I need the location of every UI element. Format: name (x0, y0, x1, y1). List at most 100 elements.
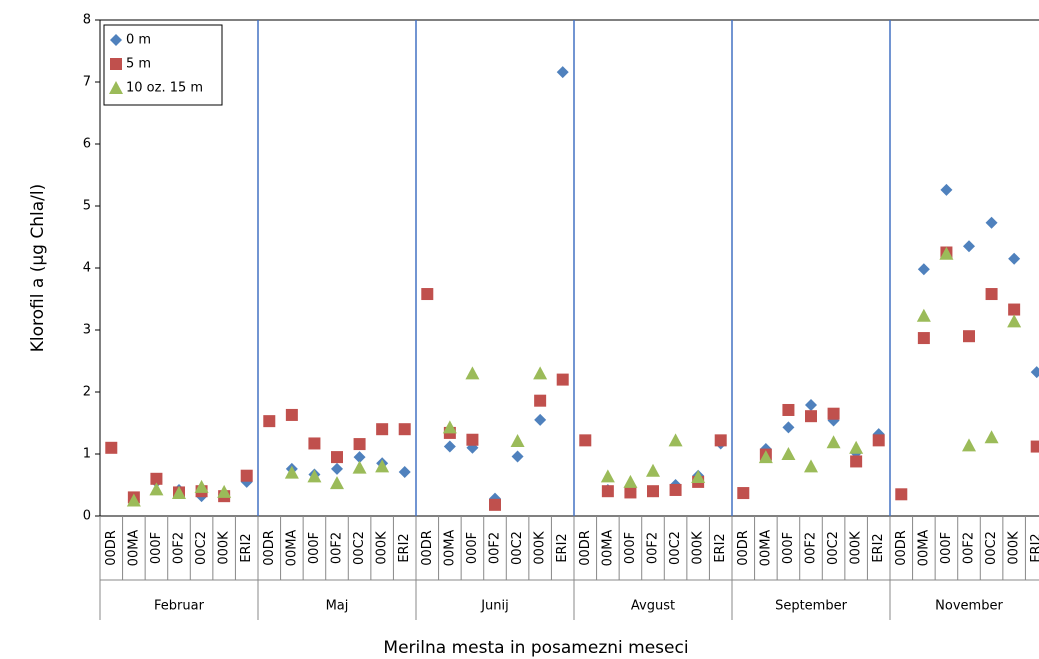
x-tick-label: 000K (849, 531, 864, 565)
marker-square (105, 441, 118, 454)
x-tick-label: 000K (1007, 531, 1022, 565)
marker-triangle (646, 463, 660, 477)
marker-square (110, 58, 122, 70)
marker-triangle (330, 476, 344, 490)
marker-triangle (284, 465, 299, 479)
x-tick-label: 00DR (420, 530, 435, 566)
marker-triangle (533, 366, 548, 380)
marker-diamond (398, 465, 411, 478)
marker-triangle (984, 430, 999, 444)
marker-triangle (307, 469, 322, 483)
x-tick-label: 000F (939, 532, 954, 564)
x-tick-label: 00DR (578, 530, 593, 566)
y-tick-label: 1 (83, 447, 91, 462)
x-tick-label: 00MA (126, 530, 141, 567)
y-tick-label: 3 (83, 323, 91, 338)
y-tick-label: 2 (83, 385, 91, 400)
marker-triangle (939, 246, 954, 260)
x-tick-label: 00MA (600, 530, 615, 567)
marker-square (805, 410, 817, 423)
marker-triangle (668, 433, 683, 447)
marker-square (827, 407, 840, 420)
legend-box (103, 24, 223, 106)
marker-diamond (331, 462, 343, 475)
marker-triangle (962, 438, 976, 452)
marker-square (963, 330, 975, 343)
marker-triangle (109, 81, 123, 94)
x-tick-label: 00MA (758, 530, 773, 567)
x-tick-label: ERI2 (1029, 533, 1039, 562)
x-tick-label: 00F2 (172, 532, 187, 564)
x-tick-label: 000K (217, 531, 232, 565)
group-label: Februar (154, 599, 205, 614)
marker-triangle (194, 479, 209, 493)
marker-triangle (172, 486, 186, 500)
x-tick-label: 00C2 (826, 531, 841, 565)
marker-triangle (781, 447, 796, 460)
group-label: Maj (326, 599, 349, 614)
marker-square (782, 403, 795, 416)
marker-diamond (534, 413, 547, 426)
marker-square (489, 498, 501, 511)
x-tick-label: 000K (533, 531, 548, 565)
x-tick-label: 00DR (104, 530, 119, 566)
x-tick-label: 00MA (916, 530, 931, 567)
x-tick-label: ERI2 (239, 533, 254, 562)
x-tick-label: ERI2 (713, 533, 728, 562)
marker-triangle (600, 469, 615, 483)
x-tick-label: 000F (307, 532, 322, 564)
group-label: September (775, 599, 848, 614)
group-label: Junij (480, 599, 509, 614)
marker-square (285, 408, 298, 421)
marker-diamond (353, 451, 366, 464)
marker-diamond (110, 34, 122, 46)
x-tick-label: ERI2 (555, 533, 570, 562)
marker-diamond (511, 450, 524, 463)
marker-diamond (805, 399, 817, 412)
marker-square (714, 434, 727, 447)
marker-triangle (691, 469, 706, 483)
marker-triangle (758, 450, 773, 464)
marker-diamond (1030, 366, 1039, 379)
marker-square (398, 423, 411, 436)
marker-square (579, 434, 592, 447)
x-tick-label: 00DR (894, 530, 909, 566)
marker-square (872, 434, 885, 447)
x-tick-label: 00C2 (352, 531, 367, 565)
marker-square (895, 488, 908, 501)
marker-diamond (443, 440, 456, 453)
x-tick-label: 000K (691, 531, 706, 565)
marker-square (647, 485, 659, 498)
x-tick-label: 000F (623, 532, 638, 564)
marker-square (1030, 440, 1039, 453)
legend-label: 10 oz. 15 m (126, 81, 203, 96)
x-tick-label: 000K (375, 531, 390, 565)
marker-triangle (1007, 314, 1022, 328)
marker-square (534, 394, 547, 407)
x-tick-label: 00F2 (962, 532, 977, 564)
marker-square (263, 415, 276, 428)
group-label: Avgust (631, 599, 675, 614)
marker-diamond (985, 216, 998, 229)
x-tick-label: 00C2 (668, 531, 683, 565)
x-tick-label: 00C2 (984, 531, 999, 565)
x-tick-label: 00C2 (194, 531, 209, 565)
marker-square (624, 486, 637, 499)
marker-triangle (826, 435, 841, 449)
marker-square (421, 288, 434, 301)
x-tick-label: 00F2 (646, 532, 661, 564)
marker-triangle (465, 366, 480, 380)
legend-label: 0 m (126, 33, 151, 48)
marker-triangle (510, 433, 525, 447)
marker-square (240, 469, 253, 482)
legend-label: 5 m (126, 57, 151, 72)
x-tick-label: 00F2 (804, 532, 819, 564)
marker-triangle (352, 460, 367, 474)
y-axis-title: Klorofil a (µg Chla/l) (28, 184, 48, 352)
y-tick-label: 5 (83, 199, 91, 214)
marker-square (1008, 303, 1021, 316)
marker-triangle (623, 474, 638, 488)
marker-triangle (804, 459, 818, 473)
marker-square (917, 332, 930, 345)
